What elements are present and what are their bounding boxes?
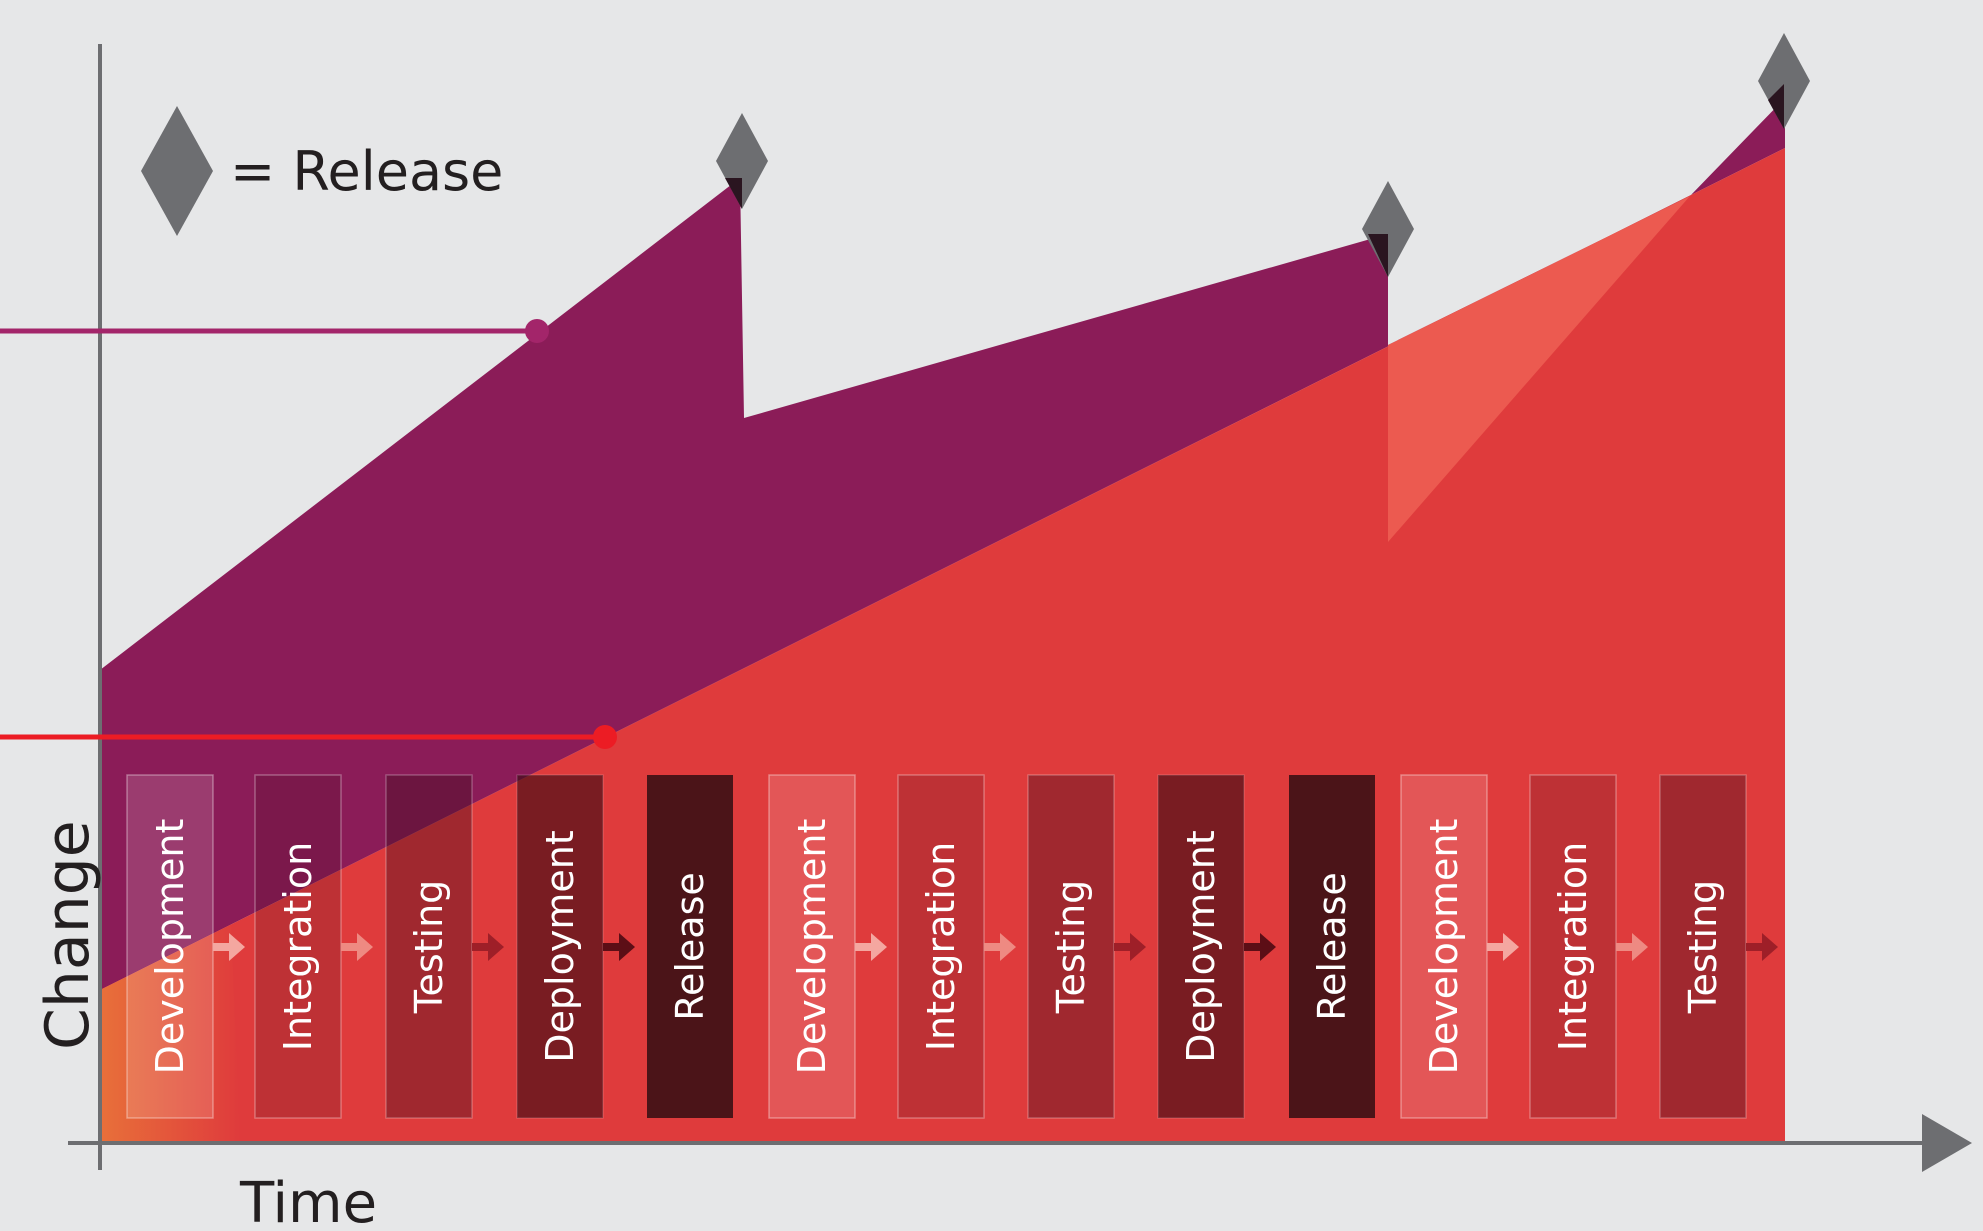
stage-label: Development (790, 819, 834, 1075)
stage-arrow-icon (341, 933, 373, 961)
purple-change-area (100, 98, 1785, 990)
stage-box (768, 774, 856, 1119)
stage-arrow-icon (1746, 933, 1778, 961)
stage-arrow-icon (1114, 933, 1146, 961)
stage-testing: Testing (1659, 774, 1778, 1119)
x-axis-label: Time (239, 1171, 377, 1231)
stage-box (1027, 774, 1115, 1119)
legend-diamond-icon (141, 106, 213, 236)
release-diamond-icon (1362, 181, 1414, 277)
light-red-wedge (1388, 196, 1690, 542)
stage-box (897, 774, 985, 1119)
stage-arrow-icon (1244, 933, 1276, 961)
stage-integration: Integration (897, 774, 1016, 1119)
stage-label: Integration (276, 842, 320, 1051)
stage-box (254, 774, 342, 1119)
stage-testing: Testing (385, 774, 504, 1119)
legend: = Release (141, 106, 503, 236)
stage-arrow-icon (603, 933, 635, 961)
stage-development: Development (768, 774, 887, 1119)
stage-box (1400, 774, 1488, 1119)
stage-label: Integration (1551, 842, 1595, 1051)
stage-box (1529, 774, 1617, 1119)
stage-development: Development (1400, 774, 1519, 1119)
stage-testing: Testing (1027, 774, 1146, 1119)
stage-arrow-icon (1487, 933, 1519, 961)
stage-release: Release (1289, 775, 1375, 1118)
stage-label: Development (148, 819, 192, 1075)
stage-label: Integration (919, 842, 963, 1051)
stage-box (516, 774, 604, 1119)
stage-development: Development (126, 774, 245, 1119)
stage-arrow-icon (213, 933, 245, 961)
red-level-marker (593, 725, 617, 749)
stage-release: Release (647, 775, 733, 1118)
legend-label: = Release (230, 140, 503, 203)
y-axis-label: Change (33, 820, 103, 1050)
stage-label: Release (668, 872, 712, 1020)
stage-arrow-icon (472, 933, 504, 961)
stage-label: Testing (407, 880, 451, 1015)
purple-level-marker (525, 319, 549, 343)
stage-deployment: Deployment (1157, 774, 1276, 1119)
stage-box (1289, 775, 1375, 1118)
stage-arrow-icon (855, 933, 887, 961)
release-diamond-icon (716, 113, 768, 209)
stage-label: Deployment (538, 830, 582, 1062)
stage-arrow-icon (1616, 933, 1648, 961)
x-axis-arrow-icon (1922, 1114, 1972, 1172)
stage-label: Release (1310, 872, 1354, 1020)
stage-box (385, 774, 473, 1119)
stage-box (126, 774, 214, 1119)
stage-label: Development (1422, 819, 1466, 1075)
stage-box (1157, 774, 1245, 1119)
stage-arrow-icon (984, 933, 1016, 961)
stage-deployment: Deployment (516, 774, 635, 1119)
stages-group: Development Integration Testing Deployment R… (126, 774, 1778, 1119)
stage-integration: Integration (1529, 774, 1648, 1119)
stage-integration: Integration (254, 774, 373, 1119)
release-diamond-icon (1758, 33, 1810, 129)
stage-label: Testing (1681, 880, 1725, 1015)
stage-box (647, 775, 733, 1118)
stage-label: Testing (1049, 880, 1093, 1015)
stage-label: Deployment (1179, 830, 1223, 1062)
stage-box (1659, 774, 1747, 1119)
